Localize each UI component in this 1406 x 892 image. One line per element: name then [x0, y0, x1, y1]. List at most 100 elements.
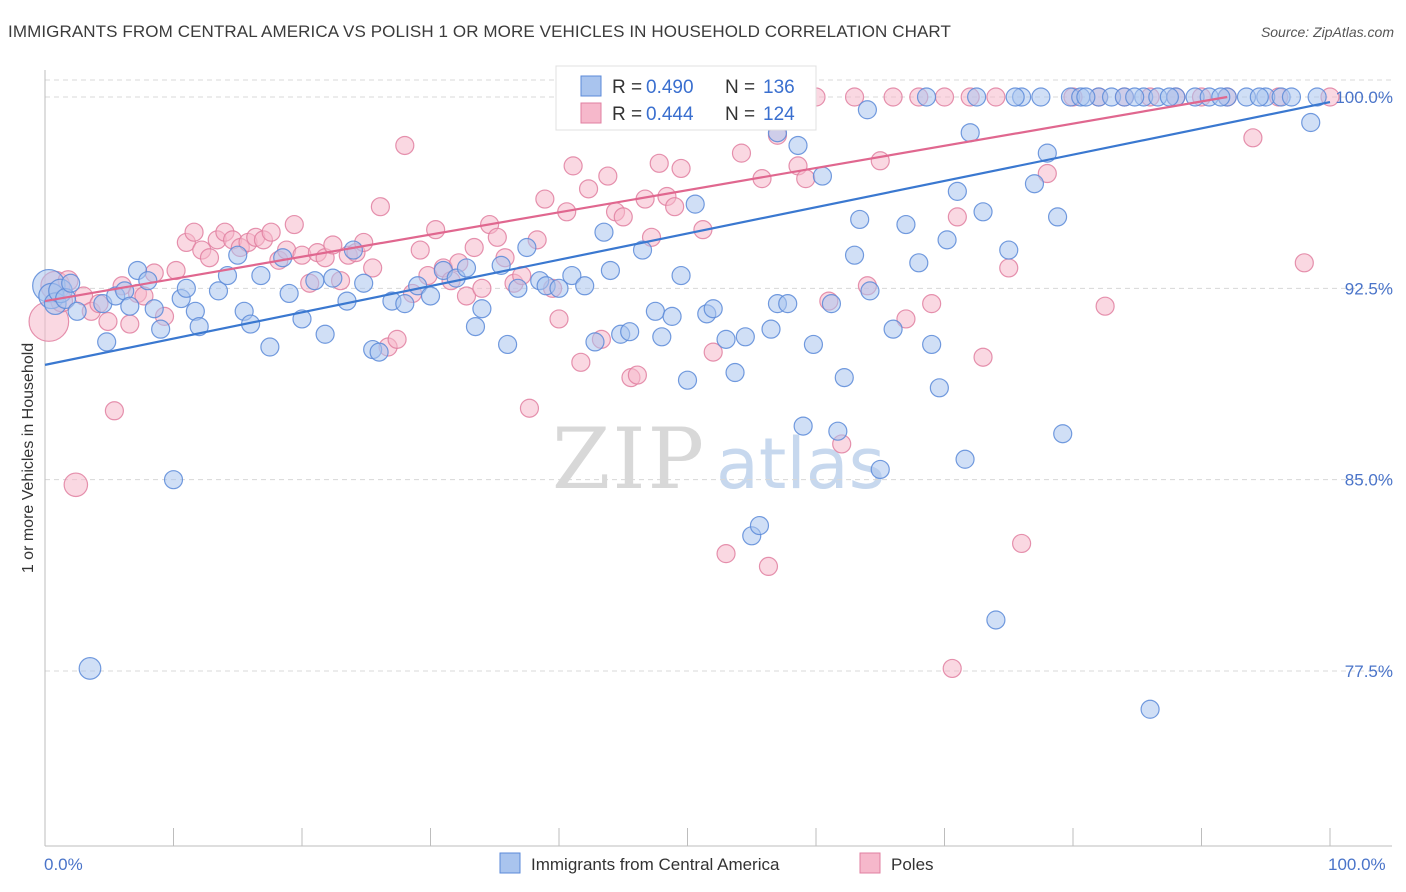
central-america-point: [1159, 87, 1179, 107]
poles-point: [703, 342, 723, 362]
central-america-point: [343, 240, 363, 260]
central-america-point: [999, 240, 1019, 260]
central-america-point: [778, 294, 798, 314]
poles-point: [934, 87, 955, 107]
poles-point: [613, 207, 633, 227]
central-america-point: [1031, 87, 1051, 107]
central-america-point: [260, 337, 280, 357]
central-america-point: [273, 248, 293, 268]
poles-point: [922, 294, 942, 314]
poles-point: [395, 135, 415, 156]
poles-point: [598, 166, 618, 186]
poles-point: [571, 352, 591, 372]
central-america-point: [120, 296, 140, 316]
central-america-point: [883, 319, 903, 339]
central-america-point: [844, 245, 865, 265]
central-america-point: [1076, 87, 1096, 107]
central-america-point: [788, 135, 808, 156]
central-america-point: [395, 294, 415, 314]
central-america-point: [677, 370, 698, 390]
legend-n-value-pink: 124: [763, 104, 795, 125]
legend-bottom-label-blue: Immigrants from Central America: [531, 855, 780, 874]
poles-point: [63, 472, 89, 498]
central-america-point: [251, 265, 271, 286]
central-america-point: [1301, 112, 1321, 133]
central-america-point: [78, 657, 102, 680]
legend-r-value-pink: 0.444: [646, 104, 694, 125]
central-america-point: [812, 166, 833, 186]
central-america-point: [986, 610, 1006, 630]
x-tick-marks: [44, 828, 1331, 846]
central-america-point: [1047, 207, 1068, 227]
poles-point: [1011, 533, 1032, 554]
legend-bottom-label-pink: Poles: [891, 855, 934, 874]
central-america-point: [896, 214, 916, 235]
poles-point: [1037, 163, 1057, 184]
poles-point: [120, 314, 140, 334]
central-america-point: [517, 237, 537, 258]
central-america-point: [315, 324, 335, 344]
central-america-point: [703, 299, 723, 319]
central-america-point: [61, 273, 81, 293]
central-america-point: [1125, 87, 1145, 107]
poles-point: [578, 179, 599, 199]
central-america-point: [138, 271, 158, 291]
poles-point: [535, 189, 555, 209]
central-america-point: [1249, 87, 1269, 107]
central-america-point: [685, 194, 705, 214]
source-label: Source: ZipAtlas.com: [1260, 24, 1394, 40]
poles-point: [464, 237, 484, 258]
central-america-point: [151, 319, 171, 339]
central-america-point: [1053, 424, 1073, 444]
central-america-point: [472, 299, 492, 319]
legend-swatch-blue: [580, 75, 602, 97]
poles-point: [671, 158, 691, 179]
central-america-point: [97, 332, 117, 352]
central-america-point: [594, 222, 614, 242]
central-america-point: [498, 334, 518, 355]
legend-n-label-blue: N =: [725, 77, 755, 98]
poles-point: [410, 240, 430, 260]
poles-point: [1294, 253, 1314, 273]
central-america-point: [645, 301, 665, 321]
central-america-point: [725, 362, 745, 383]
trend-line-central-america: [44, 101, 1331, 366]
legend-bottom-swatch-pink: [859, 852, 881, 874]
central-america-point: [67, 301, 87, 321]
central-america-point: [305, 271, 325, 291]
central-america-point: [632, 240, 653, 260]
central-america-point: [671, 265, 691, 286]
central-america-point: [354, 273, 374, 293]
central-america-point: [857, 100, 878, 120]
central-america-point: [620, 322, 640, 342]
central-america-point: [716, 329, 736, 349]
central-america-point: [1140, 699, 1160, 719]
poles-point: [870, 151, 890, 171]
central-america-point: [369, 342, 389, 362]
central-america-point: [967, 87, 987, 107]
central-america-point: [208, 281, 229, 301]
x-tick-label-min: 0.0%: [44, 855, 83, 874]
legend-bottom: Immigrants from Central America Poles: [499, 852, 934, 874]
central-america-point: [323, 268, 343, 288]
central-america-point: [909, 253, 929, 273]
poles-point: [323, 235, 343, 255]
poles-point: [98, 311, 118, 332]
legend-r-label-blue: R =: [612, 77, 642, 98]
gridlines: [45, 79, 1392, 672]
central-america-point: [793, 416, 813, 436]
legend-top: R = 0.490 N = 136 R = 0.444 N = 124: [555, 65, 817, 131]
central-america-point: [585, 332, 605, 352]
central-america-point: [870, 459, 890, 480]
poles-point: [456, 286, 477, 306]
poles-point: [261, 222, 281, 242]
y-axis-label: 1 or more Vehicles in Household: [20, 343, 37, 573]
poles-point: [649, 153, 669, 173]
y-tick-label: 92.5%: [1345, 279, 1393, 298]
poles-point: [796, 169, 816, 189]
poles-point: [363, 258, 383, 278]
central-america-point: [662, 306, 682, 326]
poles-point: [549, 309, 569, 329]
central-america-point: [228, 245, 248, 265]
central-america-point: [1281, 87, 1302, 107]
